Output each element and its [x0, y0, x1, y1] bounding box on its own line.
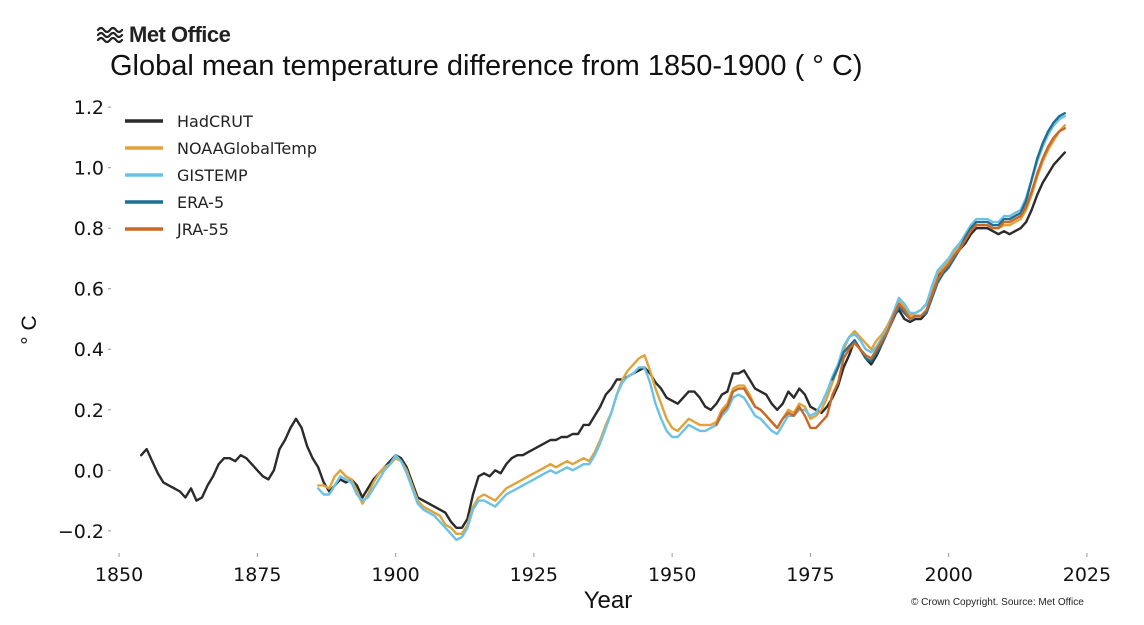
- y-tick-label: −0.2: [58, 521, 104, 543]
- chart-title: Global mean temperature difference from …: [110, 50, 863, 82]
- series-line-jra-55: [715, 127, 1066, 430]
- logo-text: Met Office: [129, 22, 231, 47]
- met-office-wave-icon: [96, 26, 124, 44]
- y-axis: −0.2 0.0 0.2 0.4 0.6 0.8 1.0 1.2: [58, 97, 111, 543]
- legend-label: JRA-55: [176, 220, 229, 239]
- series-line-era-5: [831, 112, 1066, 381]
- x-tick-label: 1975: [786, 564, 834, 586]
- x-tick-label: 2000: [924, 564, 972, 586]
- brand-logo: Met Office: [96, 22, 231, 48]
- copyright-credit: © Crown Copyright. Source: Met Office: [911, 597, 1084, 608]
- x-tick-label: 2025: [1063, 564, 1111, 586]
- x-axis: 1850 1875 1900 1925 1950 1975 2000 2025: [95, 553, 1111, 586]
- x-tick-label: 1875: [233, 564, 281, 586]
- legend-label: ERA-5: [177, 193, 224, 212]
- y-tick-label: 0.0: [74, 460, 104, 482]
- legend: HadCRUT NOAAGlobalTemp GISTEMP ERA-5 JRA-55: [125, 112, 317, 239]
- series-layer: [140, 112, 1066, 542]
- series-line-gistemp: [317, 115, 1066, 542]
- legend-label: HadCRUT: [177, 112, 253, 131]
- x-tick-label: 1850: [95, 564, 143, 586]
- x-tick-label: 1925: [510, 564, 558, 586]
- y-tick-label: 1.2: [74, 97, 104, 119]
- x-tick-label: 1950: [648, 564, 696, 586]
- x-axis-label: Year: [584, 587, 633, 614]
- y-tick-label: 0.8: [74, 218, 104, 240]
- legend-label: GISTEMP: [177, 166, 248, 185]
- y-tick-label: 0.4: [74, 339, 104, 361]
- series-line-noaaglobaltemp: [317, 124, 1066, 535]
- x-tick-label: 1900: [371, 564, 419, 586]
- y-tick-label: 0.2: [74, 400, 104, 422]
- legend-label: NOAAGlobalTemp: [177, 139, 317, 158]
- y-axis-label: ° C: [18, 315, 41, 344]
- y-tick-label: 1.0: [74, 158, 104, 180]
- y-tick-label: 0.6: [74, 279, 104, 301]
- series-line-hadcrut: [140, 151, 1066, 529]
